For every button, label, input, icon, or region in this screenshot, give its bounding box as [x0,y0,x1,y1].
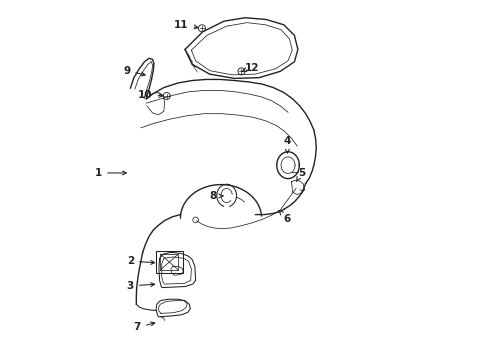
Text: 3: 3 [127,281,155,291]
Text: 12: 12 [242,63,259,73]
Text: 1: 1 [95,168,126,178]
Text: 5: 5 [296,168,305,181]
Text: 8: 8 [210,191,223,201]
Text: 7: 7 [134,322,155,333]
Text: 9: 9 [123,66,145,76]
Text: 6: 6 [279,210,291,224]
Text: 10: 10 [138,90,163,100]
Text: 2: 2 [127,256,155,266]
Text: 11: 11 [174,20,198,30]
Text: 4: 4 [284,136,291,153]
